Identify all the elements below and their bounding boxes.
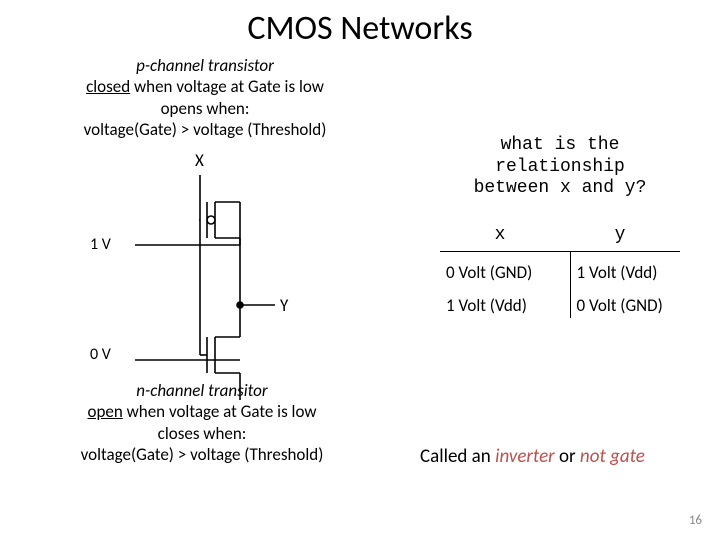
circuit-diagram (115, 165, 315, 415)
table-header-row: x y (440, 225, 700, 252)
col-y-header: y (560, 225, 680, 252)
p-header: p-channel transistor (136, 55, 274, 76)
cell-r2x: 1 Volt (Vdd) (440, 285, 570, 318)
n-transistor-description: n-channel transitor open when voltage at… (42, 380, 362, 465)
n-header: n-channel transitor (136, 380, 267, 401)
conclusion-pre: Called an (420, 445, 495, 468)
n-line2: closes when: (158, 423, 247, 444)
n-line3: voltage(Gate) > voltage (Threshold) (81, 444, 324, 465)
truth-table: x y 0 Volt (GND) 1 Volt (Vdd) 1 Volt (Vd… (440, 225, 700, 318)
conclusion-em1: inverter (495, 445, 555, 468)
q-line2: relationship (495, 157, 625, 177)
table-row: 1 Volt (Vdd) 0 Volt (GND) (440, 285, 700, 318)
page-number: 16 (689, 513, 702, 528)
p-line1b: when voltage at Gate is low (130, 76, 324, 97)
conclusion-mid: or (555, 445, 580, 468)
p-transistor-description: p-channel transistor closed when voltage… (45, 55, 365, 140)
col-x-header: x (440, 225, 560, 252)
p-closed: closed (86, 76, 130, 97)
cell-r2y: 0 Volt (GND) (570, 285, 701, 318)
v1-label: 1 V (90, 235, 111, 254)
q-line1: what is the (501, 135, 620, 155)
p-line3: voltage(Gate) > voltage (Threshold) (84, 119, 327, 140)
table-row: 0 Volt (GND) 1 Volt (Vdd) (440, 252, 700, 285)
page-title: CMOS Networks (0, 8, 720, 49)
cell-r1x: 0 Volt (GND) (440, 252, 570, 285)
n-open: open (87, 401, 122, 422)
cell-r1y: 1 Volt (Vdd) (570, 252, 701, 285)
p-line2: opens when: (161, 98, 250, 119)
conclusion-em2: not gate (580, 445, 645, 468)
v0-label: 0 V (90, 345, 111, 364)
q-line3: between x and y? (474, 178, 647, 198)
n-line1b: when voltage at Gate is low (123, 401, 317, 422)
conclusion-text: Called an inverter or not gate (420, 445, 645, 468)
question-text: what is the relationship between x and y… (440, 135, 680, 200)
